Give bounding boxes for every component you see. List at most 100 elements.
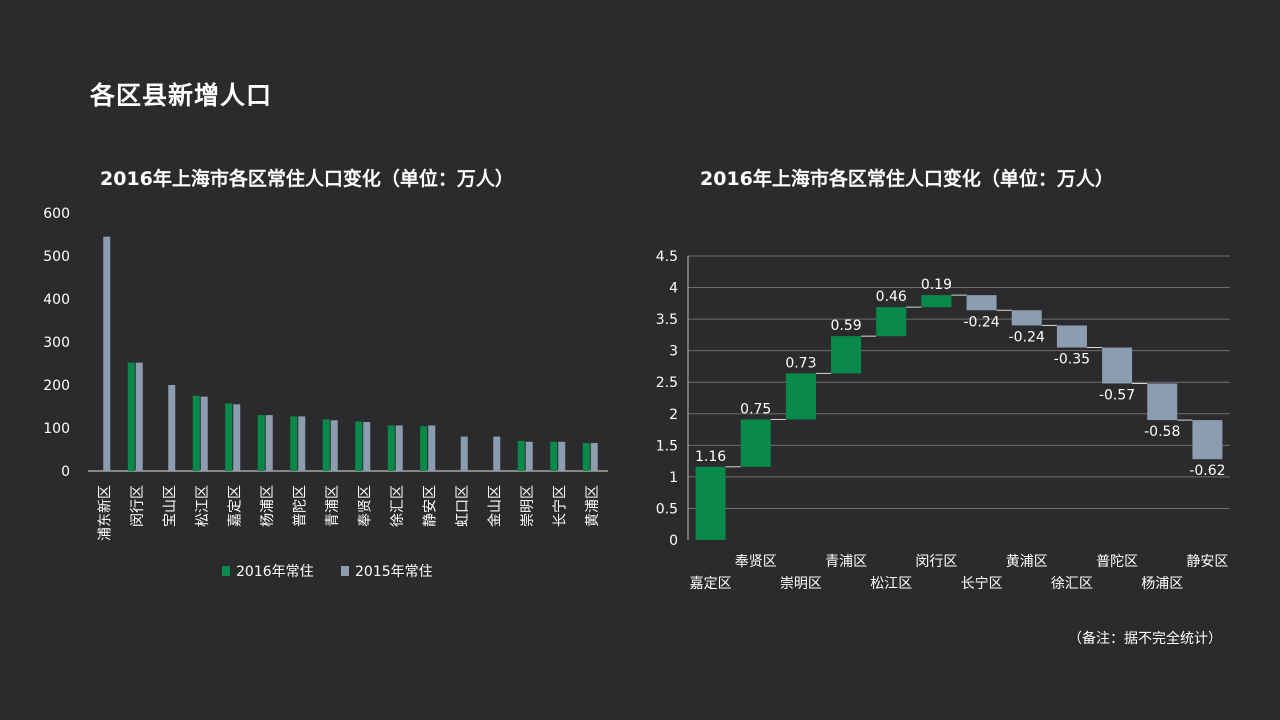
page-title: 各区县新增人口 (90, 81, 273, 110)
legend-swatch-2015 (341, 566, 349, 576)
right-y-tick-label: 1.5 (656, 438, 678, 454)
left-x-tick-label: 闵行区 (130, 485, 146, 527)
left-x-tick-label: 嘉定区 (227, 485, 243, 527)
right-x-tick-label: 长宁区 (961, 575, 1003, 592)
left-y-tick-label: 100 (43, 421, 70, 437)
right-y-tick-label: 3.5 (656, 312, 678, 328)
right-x-tick-label: 青浦区 (825, 554, 867, 570)
waterfall-bar (966, 295, 997, 311)
left-y-tick-label: 400 (43, 292, 70, 308)
right-x-tick-label: 普陀区 (1096, 554, 1138, 570)
left-bar-2016 (582, 443, 590, 471)
waterfall-bar (876, 307, 907, 337)
right-x-tick-label: 嘉定区 (690, 576, 732, 592)
right-x-tick-label: 奉贤区 (735, 554, 777, 570)
right-x-tick-label: 闵行区 (915, 554, 957, 570)
left-y-tick-label: 300 (43, 335, 70, 351)
right-x-tick-label: 杨浦区 (1141, 576, 1183, 592)
left-x-tick-label: 徐汇区 (390, 485, 406, 527)
right-x-tick-label: 静安区 (1186, 554, 1228, 570)
right-y-tick-label: 2.5 (656, 375, 678, 391)
left-bar-2016 (225, 403, 233, 471)
right-y-tick-label: 3 (669, 344, 678, 360)
left-x-tick-label: 金山区 (487, 485, 503, 527)
left-x-tick-label: 崇明区 (520, 485, 536, 527)
left-bar-2015 (103, 236, 111, 471)
right-y-tick-label: 4 (669, 281, 678, 297)
waterfall-data-label: -0.57 (1099, 387, 1135, 403)
waterfall-data-label: -0.58 (1144, 424, 1180, 440)
waterfall-bar (1147, 383, 1178, 421)
left-chart-title: 2016年上海市各区常住人口变化（单位：万人） (100, 168, 514, 190)
waterfall-data-label: 0.73 (785, 355, 816, 371)
footnote: （备注：据不完全统计） (1068, 631, 1222, 647)
left-bar-2016 (257, 415, 265, 471)
left-x-tick-label: 宝山区 (162, 485, 178, 527)
left-x-tick-label: 普陀区 (292, 485, 308, 527)
left-x-tick-label: 虹口区 (455, 485, 471, 527)
left-bar-2015 (590, 443, 598, 471)
right-y-tick-label: 1 (669, 470, 678, 486)
waterfall-data-label: 0.75 (740, 401, 771, 417)
waterfall-bar (921, 295, 952, 308)
left-bar-2015 (363, 421, 371, 471)
left-x-tick-label: 长宁区 (551, 485, 568, 527)
waterfall-bar (1056, 325, 1087, 348)
left-bar-2015 (298, 416, 306, 471)
left-bar-2015 (428, 425, 436, 471)
left-bar-2015 (493, 436, 501, 471)
left-bar-2015 (233, 404, 241, 471)
left-bar-2016 (550, 441, 558, 471)
waterfall-data-label: -0.24 (963, 314, 999, 330)
legend-label-2016: 2016年常住 (236, 564, 314, 580)
left-x-tick-label: 松江区 (195, 485, 211, 527)
left-bar-2016 (192, 395, 200, 471)
left-y-tick-label: 600 (43, 206, 70, 222)
left-y-tick-label: 200 (43, 378, 70, 394)
waterfall-data-label: 0.19 (921, 277, 952, 293)
waterfall-data-label: -0.62 (1189, 463, 1225, 479)
waterfall-bar (1192, 420, 1223, 460)
left-bar-2016 (517, 440, 525, 471)
right-x-tick-label: 崇明区 (780, 576, 822, 592)
waterfall-bar (740, 419, 771, 467)
right-x-tick-label: 黄浦区 (1006, 553, 1048, 570)
right-x-tick-label: 徐汇区 (1051, 576, 1093, 592)
right-y-tick-label: 0.5 (656, 501, 678, 517)
waterfall-data-label: 1.16 (695, 449, 726, 465)
left-bar-2016 (127, 362, 135, 471)
waterfall-bar (695, 466, 726, 540)
left-bar-2015 (525, 441, 533, 471)
waterfall-bar (1011, 310, 1042, 326)
left-x-tick-label: 杨浦区 (260, 485, 276, 527)
left-bar-2016 (322, 419, 330, 471)
left-y-tick-label: 500 (43, 249, 70, 265)
legend-label-2015: 2015年常住 (355, 564, 433, 580)
left-bar-2015 (395, 425, 403, 471)
left-bar-2015 (460, 436, 468, 471)
right-y-tick-label: 4.5 (656, 249, 678, 265)
right-chart-title: 2016年上海市各区常住人口变化（单位：万人） (700, 168, 1114, 190)
left-bar-2015 (265, 415, 273, 471)
right-y-tick-label: 0 (669, 533, 678, 549)
right-y-tick-label: 2 (669, 407, 678, 423)
waterfall-data-label: 0.59 (830, 318, 861, 334)
left-x-tick-label: 静安区 (422, 485, 438, 527)
left-x-tick-label: 浦东新区 (97, 485, 113, 541)
left-bar-2015 (200, 396, 208, 471)
waterfall-bar (831, 336, 862, 374)
left-bar-2015 (558, 441, 566, 471)
left-bar-2016 (420, 426, 428, 471)
waterfall-data-label: -0.24 (1009, 329, 1045, 345)
waterfall-data-label: -0.35 (1054, 352, 1090, 368)
right-x-tick-label: 松江区 (870, 576, 912, 592)
waterfall-bar (785, 373, 816, 420)
left-x-tick-label: 奉贤区 (357, 485, 373, 527)
legend-swatch-2016 (222, 566, 230, 576)
left-bar-2015 (135, 362, 143, 471)
left-x-tick-label: 青浦区 (325, 485, 341, 527)
left-bar-2016 (290, 416, 298, 471)
left-bar-2015 (330, 420, 338, 471)
left-y-tick-label: 0 (61, 464, 70, 480)
left-bar-2015 (168, 385, 176, 471)
